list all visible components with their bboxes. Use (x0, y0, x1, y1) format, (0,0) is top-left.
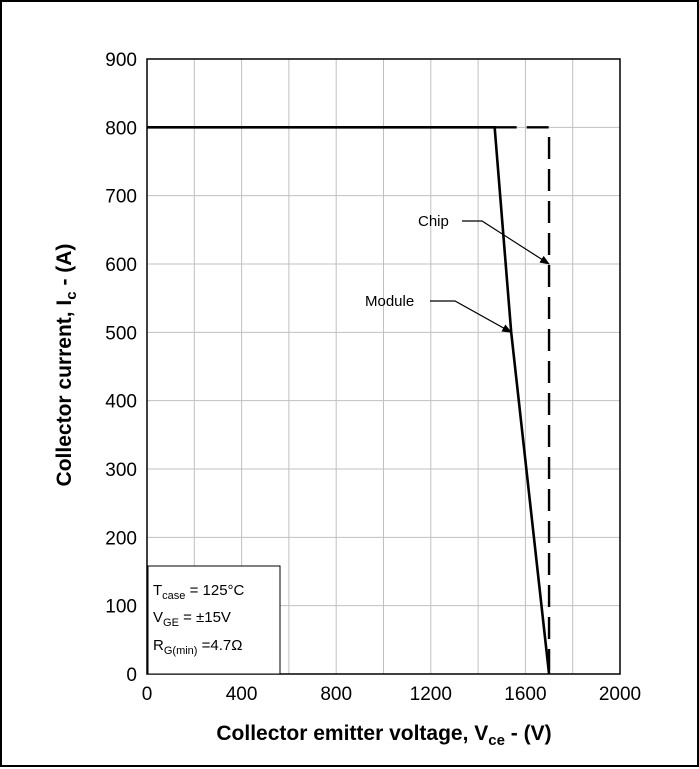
y-tick-label-500: 500 (105, 323, 137, 344)
grid (147, 59, 620, 674)
y-axis-title: Collector current, Ic - (A) (53, 244, 80, 487)
plot-border (146, 58, 621, 675)
annotation-module: Module (365, 293, 414, 310)
x-tick-label-2000: 2000 (599, 684, 641, 705)
x-tick-label-400: 400 (226, 684, 258, 705)
condition-tcase: Tcase = 125°C (153, 582, 245, 602)
series-line-chip (494, 126, 551, 674)
annotation-leader-module (430, 300, 513, 333)
y-tick-label-200: 200 (105, 528, 137, 549)
annotation-chip: Chip (418, 213, 449, 230)
annotation-leader-chip (462, 220, 550, 265)
series-line-module (147, 126, 551, 675)
x-tick-label-1200: 1200 (410, 684, 452, 705)
x-axis-title: Collector emitter voltage, Vce - (V) (216, 722, 551, 749)
x-tick-label-0: 0 (142, 684, 153, 705)
conditions-legend-box (147, 565, 281, 675)
x-tick-label-1600: 1600 (504, 684, 546, 705)
tick-labels: 0 400 800 1200 1600 2000 0 100 200 300 400 500 600 70… (105, 50, 641, 705)
y-tick-label-100: 100 (105, 597, 137, 618)
y-tick-label-300: 300 (105, 460, 137, 481)
y-tick-label-900: 900 (105, 50, 137, 71)
annotations-group: Chip Module (365, 213, 550, 333)
condition-rg: RG(min) =4.7Ω (153, 637, 242, 657)
y-tick-label-700: 700 (105, 187, 137, 208)
y-tick-label-800: 800 (105, 118, 137, 139)
condition-vge: VGE = ±15V (153, 609, 231, 629)
y-tick-label-600: 600 (105, 255, 137, 276)
y-tick-label-0: 0 (126, 665, 137, 686)
y-tick-label-400: 400 (105, 392, 137, 413)
series-group (147, 126, 551, 675)
conditions-legend: Tcase = 125°C VGE = ±15V RG(min) =4.7Ω (147, 565, 281, 675)
x-tick-label-800: 800 (320, 684, 352, 705)
